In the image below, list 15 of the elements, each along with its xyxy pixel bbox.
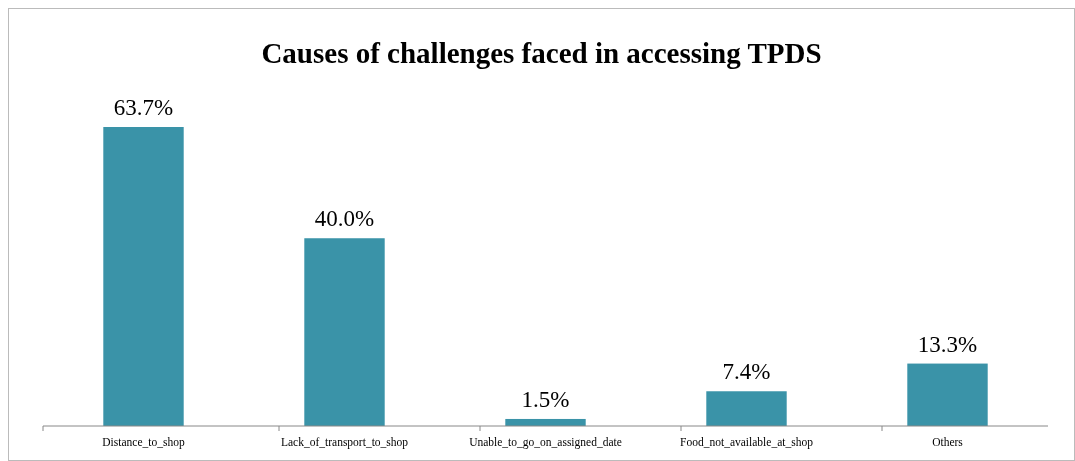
- x-tick-label: Others: [932, 436, 964, 448]
- x-tick-label: Food_not_available_at_shop: [680, 436, 814, 449]
- x-tick-label: Distance_to_shop: [102, 436, 185, 449]
- data-label: 40.0%: [314, 206, 375, 232]
- bar: [103, 127, 184, 426]
- x-tick-label: Lack_of_transport_to_shop: [280, 436, 409, 449]
- data-label: 63.7%: [113, 95, 174, 120]
- chart-title: Causes of challenges faced in accessing TPDS: [261, 37, 822, 69]
- bar: [907, 363, 988, 426]
- x-tick-label: Unable_to_go_on_assigned_date: [469, 436, 622, 449]
- data-label: 7.4%: [722, 359, 771, 385]
- data-label: 13.3%: [917, 331, 978, 357]
- bar: [706, 391, 787, 426]
- bar: [304, 238, 385, 426]
- data-label: 1.5%: [521, 386, 570, 412]
